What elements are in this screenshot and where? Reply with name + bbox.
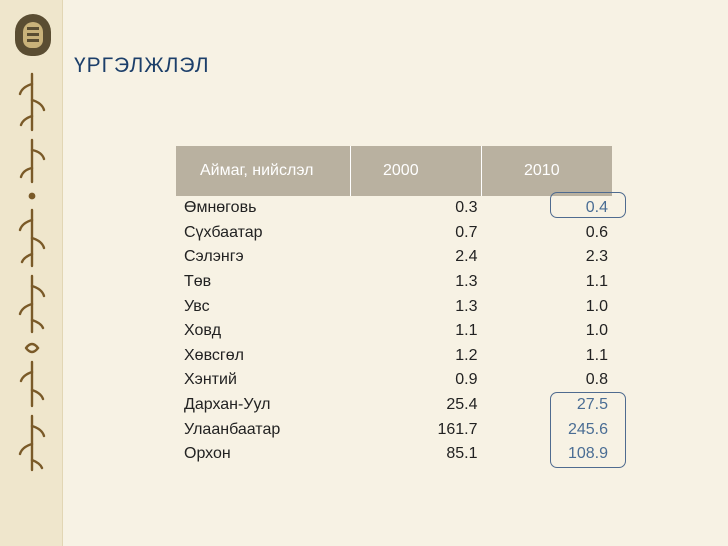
value-2010-cell: 0.8 [585,371,608,389]
value-2000-cell: 0.9 [455,371,478,389]
column-header-2000: 2000 [350,146,482,196]
value-2000-cell: 1.3 [455,273,478,291]
value-2010-cell: 1.0 [585,322,608,340]
table-row: Орхон 85.1 108.9 [176,442,612,467]
table-row: Сүхбаатар 0.7 0.6 [176,221,612,246]
table-row: Хэнтий 0.9 0.8 [176,368,612,393]
value-2000-cell: 2.4 [455,248,478,266]
value-2010-cell: 108.9 [567,445,608,463]
table-row: Хөвсгөл 1.2 1.1 [176,344,612,369]
region-cell: Өмнөговь [184,199,257,217]
region-cell: Сүхбаатар [184,223,263,241]
region-cell: Хэнтий [184,371,237,389]
data-table: Аймаг, нийслэл 2000 2010 Өмнөговь 0.3 0.… [176,146,612,467]
table-row: Сэлэнгэ 2.4 2.3 [176,245,612,270]
region-cell: Увс [184,297,210,315]
region-cell: Төв [184,273,212,291]
region-cell: Ховд [184,322,222,340]
value-2010-cell: 0.6 [585,223,608,241]
page-title: ҮРГЭЛЖЛЭЛ [74,54,210,77]
column-header-region: Аймаг, нийслэл [176,146,351,196]
state-emblem-icon [15,14,51,56]
table-header-row: Аймаг, нийслэл 2000 2010 [176,146,612,196]
value-2010-cell: 245.6 [567,420,608,438]
value-2010-cell: 2.3 [585,248,608,266]
value-2000-cell: 0.7 [455,223,478,241]
table-row: Увс 1.3 1.0 [176,294,612,319]
highlight-box-top [550,192,626,218]
value-2000-cell: 161.7 [437,420,478,438]
region-cell: Улаанбаатар [184,420,281,438]
value-2000-cell: 1.3 [455,297,478,315]
value-2010-cell: 1.0 [585,297,608,315]
value-2000-cell: 1.2 [455,346,478,364]
value-2000-cell: 0.3 [455,199,478,217]
region-cell: Орхон [184,445,231,463]
table-row: Ховд 1.1 1.0 [176,319,612,344]
value-2000-cell: 85.1 [446,445,478,463]
value-2010-cell: 0.4 [585,199,608,217]
highlight-box-bottom [550,392,626,468]
value-2010-cell: 1.1 [585,273,608,291]
table-row: Дархан-Уул 25.4 27.5 [176,393,612,418]
region-cell: Дархан-Уул [184,396,271,414]
value-2010-cell: 27.5 [576,396,608,414]
table-row: Өмнөговь 0.3 0.4 [176,196,612,221]
table-row: Төв 1.3 1.1 [176,270,612,295]
region-cell: Хөвсгөл [184,346,244,364]
value-2000-cell: 25.4 [446,396,478,414]
column-header-2010: 2010 [481,146,612,196]
value-2010-cell: 1.1 [585,346,608,364]
region-cell: Сэлэнгэ [184,248,244,266]
table-row: Улаанбаатар 161.7 245.6 [176,417,612,442]
value-2000-cell: 1.1 [455,322,478,340]
mongolian-script-ornament [14,70,50,478]
decorative-side-band [0,0,63,546]
